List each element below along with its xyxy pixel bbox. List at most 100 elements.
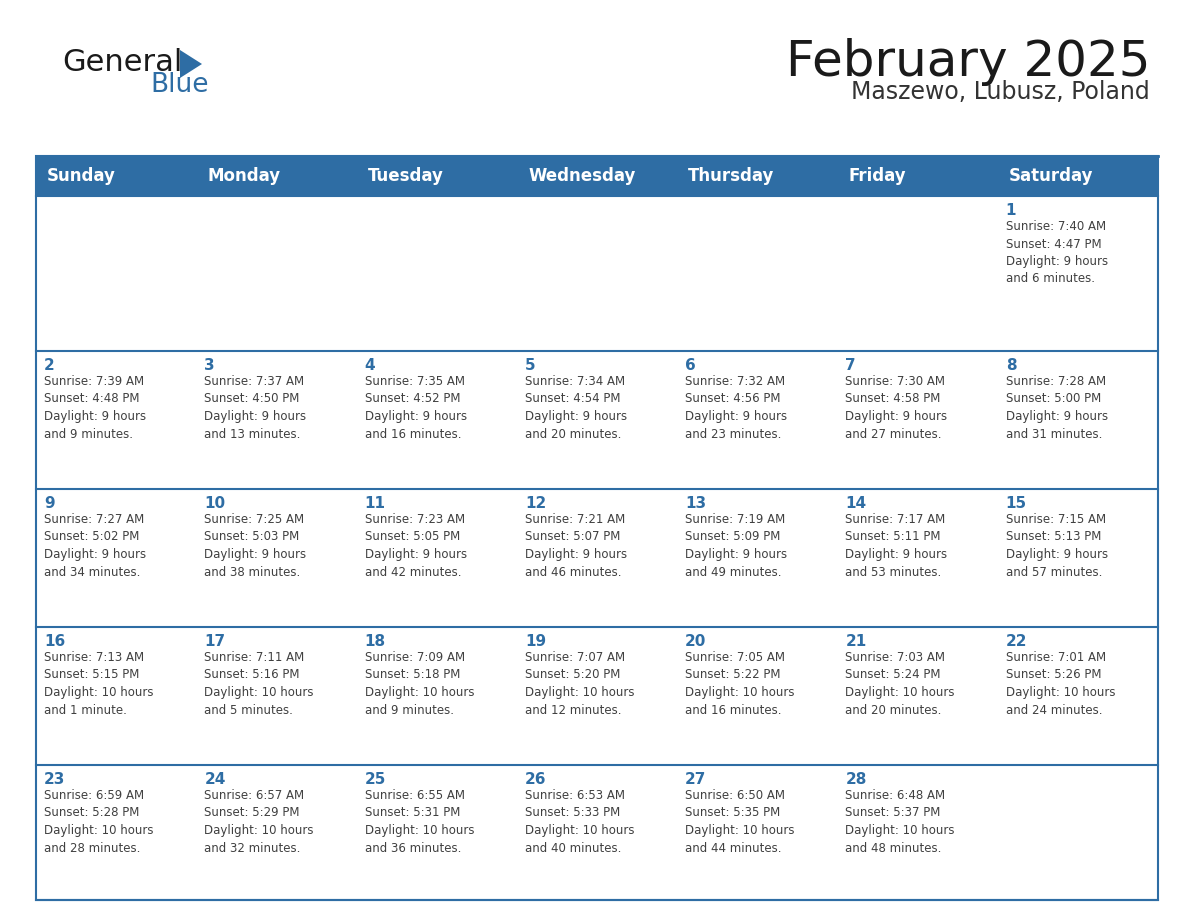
Text: 24: 24 <box>204 772 226 787</box>
Polygon shape <box>196 351 356 489</box>
Text: 23: 23 <box>44 772 65 787</box>
Text: 12: 12 <box>525 496 546 511</box>
Polygon shape <box>838 627 998 765</box>
Polygon shape <box>36 351 196 489</box>
Text: Saturday: Saturday <box>1009 167 1093 185</box>
Text: 26: 26 <box>525 772 546 787</box>
Text: Sunrise: 7:32 AM
Sunset: 4:56 PM
Daylight: 9 hours
and 23 minutes.: Sunrise: 7:32 AM Sunset: 4:56 PM Dayligh… <box>685 375 788 441</box>
Text: 3: 3 <box>204 358 215 373</box>
Text: Sunrise: 6:48 AM
Sunset: 5:37 PM
Daylight: 10 hours
and 48 minutes.: Sunrise: 6:48 AM Sunset: 5:37 PM Dayligh… <box>846 789 955 855</box>
Polygon shape <box>998 489 1158 627</box>
Text: Sunday: Sunday <box>48 167 116 185</box>
Polygon shape <box>356 627 517 765</box>
Text: 28: 28 <box>846 772 867 787</box>
Polygon shape <box>196 627 356 765</box>
Polygon shape <box>838 765 998 903</box>
Polygon shape <box>36 765 196 903</box>
Text: Sunrise: 7:07 AM
Sunset: 5:20 PM
Daylight: 10 hours
and 12 minutes.: Sunrise: 7:07 AM Sunset: 5:20 PM Dayligh… <box>525 651 634 717</box>
Text: 1: 1 <box>1006 203 1016 218</box>
Text: Wednesday: Wednesday <box>529 167 636 185</box>
Text: 16: 16 <box>44 634 65 649</box>
Text: February 2025: February 2025 <box>785 38 1150 86</box>
Polygon shape <box>36 489 196 627</box>
Text: Sunrise: 6:50 AM
Sunset: 5:35 PM
Daylight: 10 hours
and 44 minutes.: Sunrise: 6:50 AM Sunset: 5:35 PM Dayligh… <box>685 789 795 855</box>
Text: Maszewo, Lubusz, Poland: Maszewo, Lubusz, Poland <box>852 80 1150 104</box>
Polygon shape <box>356 351 517 489</box>
Text: 10: 10 <box>204 496 226 511</box>
Polygon shape <box>36 156 1158 196</box>
Text: Sunrise: 7:34 AM
Sunset: 4:54 PM
Daylight: 9 hours
and 20 minutes.: Sunrise: 7:34 AM Sunset: 4:54 PM Dayligh… <box>525 375 627 441</box>
Text: Sunrise: 7:39 AM
Sunset: 4:48 PM
Daylight: 9 hours
and 9 minutes.: Sunrise: 7:39 AM Sunset: 4:48 PM Dayligh… <box>44 375 146 441</box>
Text: 5: 5 <box>525 358 536 373</box>
Polygon shape <box>356 196 517 351</box>
Text: Friday: Friday <box>848 167 906 185</box>
Text: Sunrise: 7:05 AM
Sunset: 5:22 PM
Daylight: 10 hours
and 16 minutes.: Sunrise: 7:05 AM Sunset: 5:22 PM Dayligh… <box>685 651 795 717</box>
Polygon shape <box>181 50 202 78</box>
Text: 7: 7 <box>846 358 857 373</box>
Text: 19: 19 <box>525 634 546 649</box>
Text: Sunrise: 7:17 AM
Sunset: 5:11 PM
Daylight: 9 hours
and 53 minutes.: Sunrise: 7:17 AM Sunset: 5:11 PM Dayligh… <box>846 513 948 578</box>
Text: Sunrise: 6:59 AM
Sunset: 5:28 PM
Daylight: 10 hours
and 28 minutes.: Sunrise: 6:59 AM Sunset: 5:28 PM Dayligh… <box>44 789 153 855</box>
Polygon shape <box>998 196 1158 351</box>
Text: 21: 21 <box>846 634 867 649</box>
Polygon shape <box>517 489 677 627</box>
Text: 9: 9 <box>44 496 55 511</box>
Text: Sunrise: 7:13 AM
Sunset: 5:15 PM
Daylight: 10 hours
and 1 minute.: Sunrise: 7:13 AM Sunset: 5:15 PM Dayligh… <box>44 651 153 717</box>
Text: Sunrise: 7:35 AM
Sunset: 4:52 PM
Daylight: 9 hours
and 16 minutes.: Sunrise: 7:35 AM Sunset: 4:52 PM Dayligh… <box>365 375 467 441</box>
Polygon shape <box>677 351 838 489</box>
Polygon shape <box>356 489 517 627</box>
Text: Monday: Monday <box>208 167 280 185</box>
Text: 8: 8 <box>1006 358 1017 373</box>
Polygon shape <box>196 196 356 351</box>
Text: Sunrise: 6:53 AM
Sunset: 5:33 PM
Daylight: 10 hours
and 40 minutes.: Sunrise: 6:53 AM Sunset: 5:33 PM Dayligh… <box>525 789 634 855</box>
Text: Sunrise: 6:57 AM
Sunset: 5:29 PM
Daylight: 10 hours
and 32 minutes.: Sunrise: 6:57 AM Sunset: 5:29 PM Dayligh… <box>204 789 314 855</box>
Polygon shape <box>677 627 838 765</box>
Text: 15: 15 <box>1006 496 1026 511</box>
Text: Sunrise: 7:03 AM
Sunset: 5:24 PM
Daylight: 10 hours
and 20 minutes.: Sunrise: 7:03 AM Sunset: 5:24 PM Dayligh… <box>846 651 955 717</box>
Text: 17: 17 <box>204 634 226 649</box>
Text: 25: 25 <box>365 772 386 787</box>
Text: 18: 18 <box>365 634 386 649</box>
Polygon shape <box>998 351 1158 489</box>
Text: 4: 4 <box>365 358 375 373</box>
Text: Sunrise: 7:11 AM
Sunset: 5:16 PM
Daylight: 10 hours
and 5 minutes.: Sunrise: 7:11 AM Sunset: 5:16 PM Dayligh… <box>204 651 314 717</box>
Text: Sunrise: 7:15 AM
Sunset: 5:13 PM
Daylight: 9 hours
and 57 minutes.: Sunrise: 7:15 AM Sunset: 5:13 PM Dayligh… <box>1006 513 1108 578</box>
Polygon shape <box>196 765 356 903</box>
Text: Sunrise: 7:19 AM
Sunset: 5:09 PM
Daylight: 9 hours
and 49 minutes.: Sunrise: 7:19 AM Sunset: 5:09 PM Dayligh… <box>685 513 788 578</box>
Text: Sunrise: 7:25 AM
Sunset: 5:03 PM
Daylight: 9 hours
and 38 minutes.: Sunrise: 7:25 AM Sunset: 5:03 PM Dayligh… <box>204 513 307 578</box>
Text: 22: 22 <box>1006 634 1028 649</box>
Text: 14: 14 <box>846 496 866 511</box>
Text: Sunrise: 7:30 AM
Sunset: 4:58 PM
Daylight: 9 hours
and 27 minutes.: Sunrise: 7:30 AM Sunset: 4:58 PM Dayligh… <box>846 375 948 441</box>
Polygon shape <box>36 196 196 351</box>
Polygon shape <box>517 351 677 489</box>
Text: Sunrise: 7:37 AM
Sunset: 4:50 PM
Daylight: 9 hours
and 13 minutes.: Sunrise: 7:37 AM Sunset: 4:50 PM Dayligh… <box>204 375 307 441</box>
Text: Thursday: Thursday <box>688 167 775 185</box>
Polygon shape <box>838 489 998 627</box>
Text: 2: 2 <box>44 358 55 373</box>
Text: Sunrise: 7:09 AM
Sunset: 5:18 PM
Daylight: 10 hours
and 9 minutes.: Sunrise: 7:09 AM Sunset: 5:18 PM Dayligh… <box>365 651 474 717</box>
Text: 20: 20 <box>685 634 707 649</box>
Polygon shape <box>356 765 517 903</box>
Text: Sunrise: 6:55 AM
Sunset: 5:31 PM
Daylight: 10 hours
and 36 minutes.: Sunrise: 6:55 AM Sunset: 5:31 PM Dayligh… <box>365 789 474 855</box>
Polygon shape <box>838 351 998 489</box>
Polygon shape <box>838 196 998 351</box>
Polygon shape <box>677 196 838 351</box>
Text: 11: 11 <box>365 496 386 511</box>
Text: 13: 13 <box>685 496 707 511</box>
Polygon shape <box>517 627 677 765</box>
Text: Sunrise: 7:21 AM
Sunset: 5:07 PM
Daylight: 9 hours
and 46 minutes.: Sunrise: 7:21 AM Sunset: 5:07 PM Dayligh… <box>525 513 627 578</box>
Text: Sunrise: 7:28 AM
Sunset: 5:00 PM
Daylight: 9 hours
and 31 minutes.: Sunrise: 7:28 AM Sunset: 5:00 PM Dayligh… <box>1006 375 1108 441</box>
Polygon shape <box>677 489 838 627</box>
Text: Sunrise: 7:01 AM
Sunset: 5:26 PM
Daylight: 10 hours
and 24 minutes.: Sunrise: 7:01 AM Sunset: 5:26 PM Dayligh… <box>1006 651 1116 717</box>
Polygon shape <box>517 765 677 903</box>
Polygon shape <box>677 765 838 903</box>
Text: General: General <box>62 48 183 77</box>
Polygon shape <box>517 196 677 351</box>
Text: Sunrise: 7:27 AM
Sunset: 5:02 PM
Daylight: 9 hours
and 34 minutes.: Sunrise: 7:27 AM Sunset: 5:02 PM Dayligh… <box>44 513 146 578</box>
Polygon shape <box>998 627 1158 765</box>
Polygon shape <box>36 627 196 765</box>
Text: Blue: Blue <box>150 72 209 98</box>
Text: Sunrise: 7:23 AM
Sunset: 5:05 PM
Daylight: 9 hours
and 42 minutes.: Sunrise: 7:23 AM Sunset: 5:05 PM Dayligh… <box>365 513 467 578</box>
Polygon shape <box>998 765 1158 903</box>
Polygon shape <box>196 489 356 627</box>
